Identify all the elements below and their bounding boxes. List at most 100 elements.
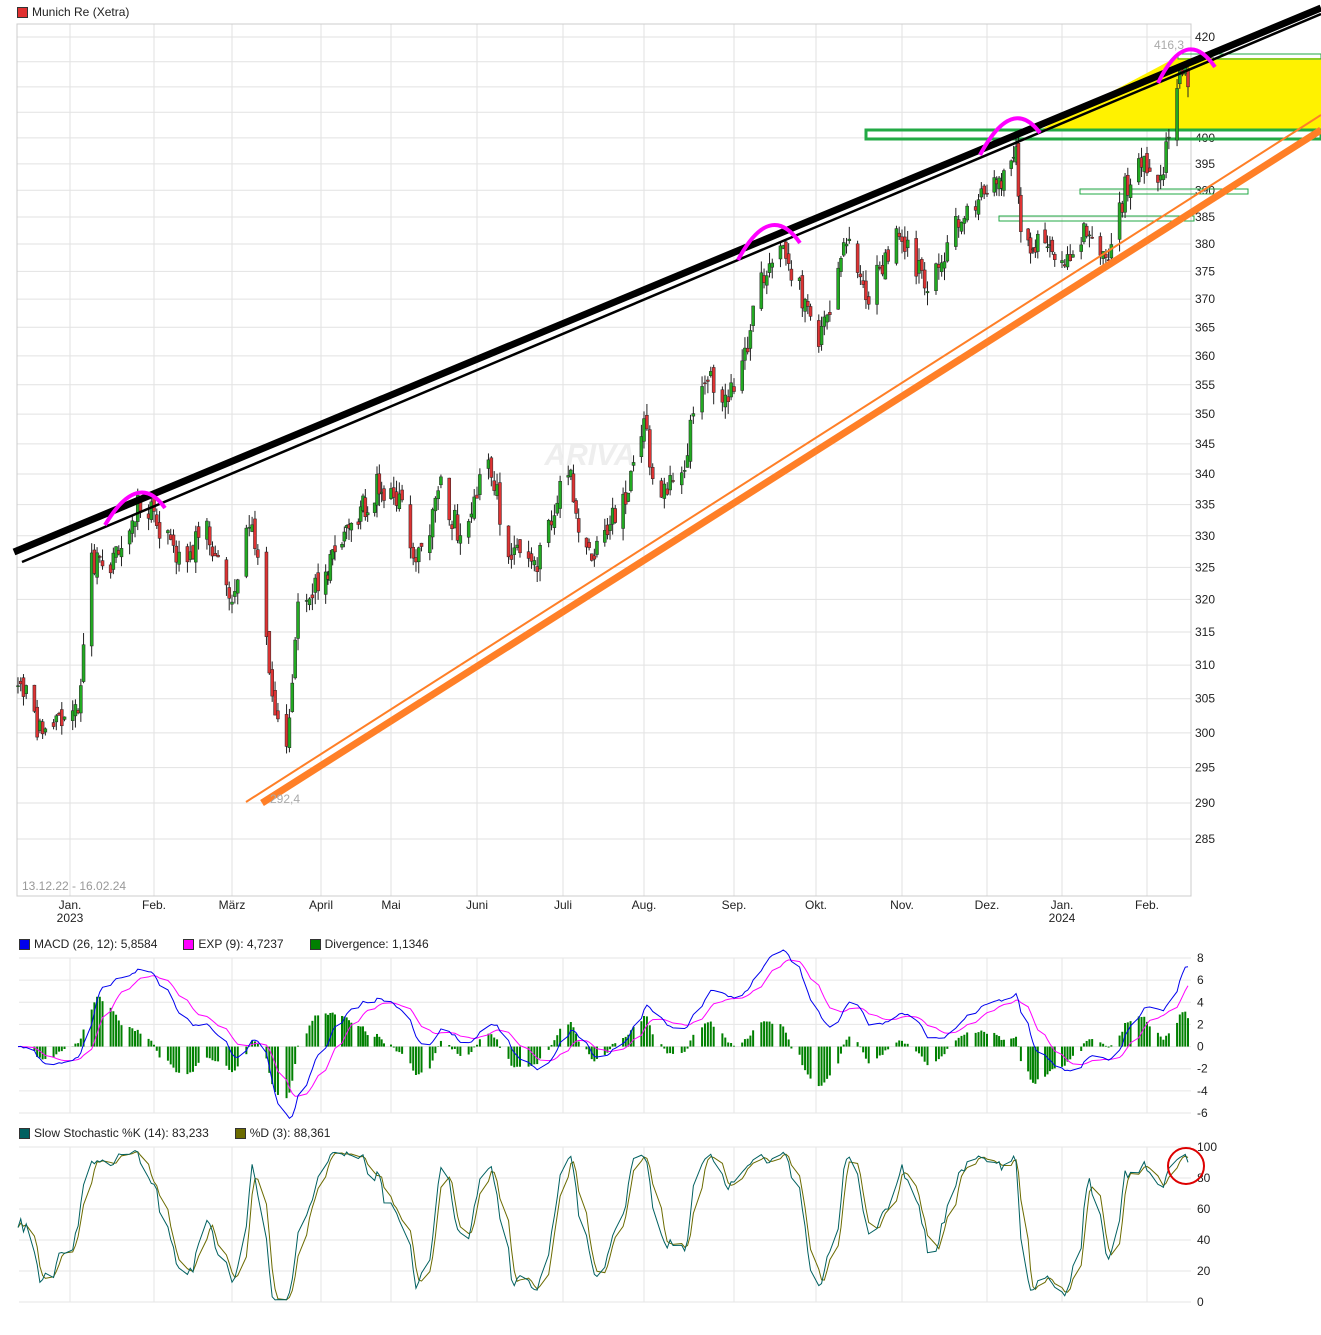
support-box [1079, 188, 1249, 195]
y-tick-label: 300 [1195, 726, 1215, 740]
candle-body [296, 601, 300, 639]
candle-body [330, 549, 335, 560]
candle-body [740, 360, 744, 391]
candle-body [691, 413, 696, 417]
candle-body [323, 571, 328, 595]
x-tick-label: Jan. [1051, 898, 1074, 912]
stoch-k-legend-label: Slow Stochastic %K (14): 83,233 [34, 1126, 209, 1140]
y-tick-label: 375 [1195, 264, 1215, 278]
x-tick-label: März [219, 898, 246, 912]
candle-body [858, 273, 863, 278]
candle-body [287, 717, 292, 748]
candle-body [759, 272, 764, 309]
candle-body [631, 462, 636, 466]
candle-body [894, 228, 899, 264]
y-tick-label: 290 [1195, 796, 1215, 810]
candle-body [313, 577, 318, 593]
candle-body [934, 263, 938, 292]
candle-body [40, 721, 45, 735]
candle-body [1178, 70, 1182, 85]
candle-body [1002, 170, 1006, 191]
candle-body [1026, 228, 1030, 241]
candle-body [486, 459, 491, 469]
candle-body [587, 542, 591, 548]
candle-body [778, 245, 783, 260]
candle-body [836, 267, 840, 310]
candle-body [512, 547, 517, 555]
candle-body [592, 555, 597, 560]
candle-body [356, 521, 361, 525]
candle-body [726, 396, 730, 402]
candle-body [293, 639, 297, 679]
candle-body [900, 236, 904, 242]
candle-body [828, 312, 832, 315]
candle-body [576, 518, 581, 533]
candle-body [509, 554, 514, 560]
lower-trendline [260, 127, 1321, 806]
candle-body [720, 389, 725, 403]
candle-body [709, 371, 713, 376]
candle-body [495, 484, 499, 496]
candle-body [538, 545, 542, 570]
candle-body [340, 543, 344, 548]
top-arc [736, 223, 802, 261]
candle-body [133, 521, 137, 527]
candle-body [626, 492, 631, 502]
candle-body [959, 221, 964, 232]
candle-body [227, 587, 231, 599]
candle-body [400, 489, 404, 501]
candle-body [621, 493, 625, 529]
candle-body [650, 467, 655, 479]
candle-body [639, 436, 644, 457]
candle-body [645, 414, 649, 430]
high-annotation: 416,3 [1154, 38, 1184, 52]
candle-body [130, 520, 135, 534]
candle-body [506, 525, 511, 558]
candle-body [81, 644, 86, 682]
candle-body [962, 218, 967, 224]
candle-body [806, 301, 810, 307]
candle-body [430, 509, 435, 538]
macd-y-tick: -6 [1197, 1106, 1208, 1120]
candle-body [685, 455, 690, 468]
main-legend: Munich Re (Xetra) [17, 5, 129, 19]
lower-trendline [245, 114, 1321, 803]
candle-body [925, 291, 930, 294]
y-tick-label: 285 [1195, 832, 1215, 846]
date-range-label: 13.12.22 - 16.02.24 [22, 879, 126, 893]
top-arc [103, 490, 167, 527]
candle-body [595, 540, 599, 555]
candle-body [194, 531, 198, 563]
candle-body [1052, 253, 1057, 260]
candle-body [939, 262, 944, 273]
candle-body [1043, 229, 1047, 244]
candle-body [1016, 142, 1021, 197]
candle-body [478, 474, 482, 495]
candle-body [518, 539, 522, 554]
stoch-legend: Slow Stochastic %K (14): 83,233 %D (3): … [19, 1126, 330, 1140]
candle-body [765, 275, 769, 286]
candle-body [954, 216, 958, 247]
candle-body [671, 480, 675, 482]
macd-y-tick: 8 [1197, 951, 1204, 965]
candle-body [711, 367, 716, 393]
candle-body [1164, 141, 1168, 173]
support-box [998, 215, 1195, 222]
watermark: ARIVA [543, 439, 635, 472]
candle-body [436, 490, 440, 500]
candle-body [89, 552, 94, 647]
candle-body [532, 560, 537, 566]
candle-body [256, 549, 260, 558]
candle-body [608, 524, 612, 531]
candle-body [264, 551, 269, 637]
candle-body [411, 546, 415, 559]
candle-body [1060, 260, 1064, 264]
y-tick-label: 345 [1195, 437, 1215, 451]
x-tick-label: 2023 [57, 911, 84, 925]
candle-body [729, 382, 733, 398]
candle-body [224, 559, 229, 586]
candle-body [372, 502, 377, 513]
candle-body [333, 545, 337, 553]
candle-body [455, 514, 460, 541]
top-arc [1156, 47, 1217, 84]
